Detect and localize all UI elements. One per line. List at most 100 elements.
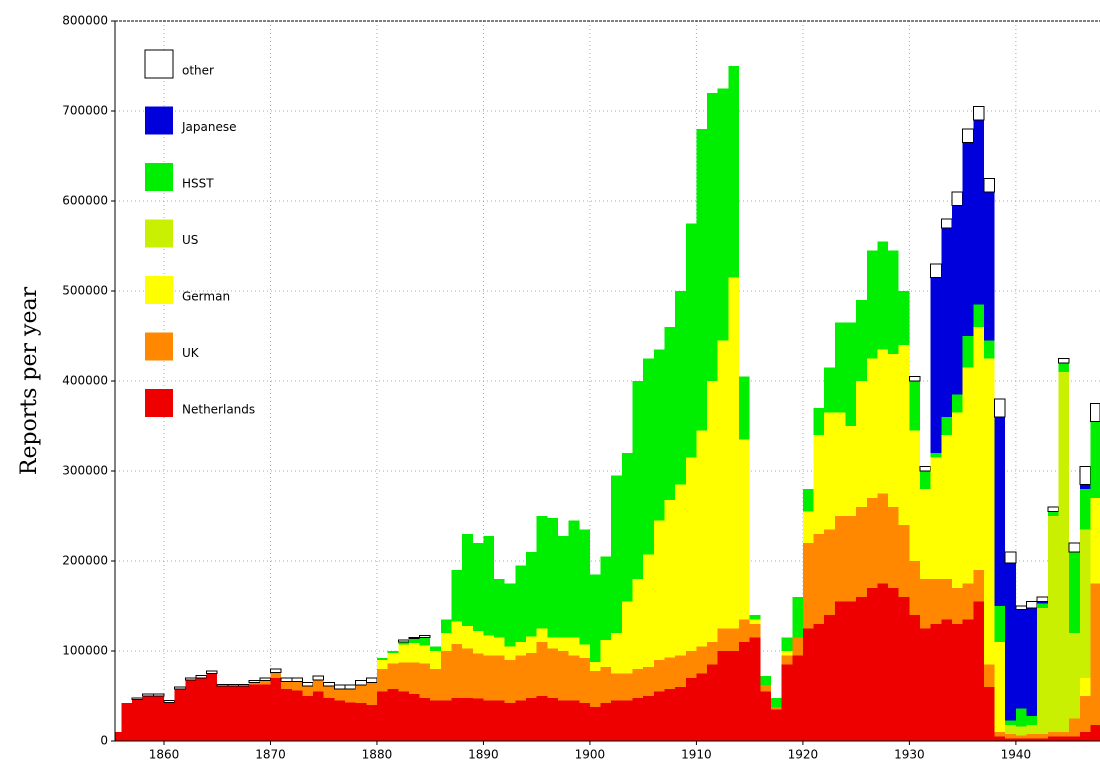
- bar-segment: [675, 655, 686, 687]
- bar-segment: [930, 277, 942, 453]
- bar-segment: [1005, 738, 1016, 741]
- bar-segment: [685, 678, 697, 741]
- bar-segment: [376, 660, 388, 669]
- bar-segment: [238, 686, 250, 741]
- y-tick-label: 700000: [62, 104, 108, 118]
- bar-segment: [707, 642, 718, 665]
- bar-segment: [515, 655, 527, 701]
- bar-segment: [440, 619, 452, 633]
- bar-segment: [440, 700, 452, 741]
- bar-segment: [1005, 720, 1016, 725]
- bar-segment: [408, 638, 420, 643]
- bar-segment: [387, 651, 399, 653]
- bar-segment: [600, 667, 612, 704]
- bar-segment: [398, 642, 409, 645]
- bar-segment: [1037, 603, 1048, 608]
- bar-segment: [547, 517, 558, 638]
- bar-segment: [664, 327, 676, 500]
- bar-segment: [1015, 738, 1027, 741]
- bar-segment: [536, 696, 548, 741]
- bar-segment: [994, 606, 1006, 642]
- bar-segment: [579, 658, 590, 704]
- bar-segment: [323, 697, 335, 741]
- bar-segment: [908, 376, 921, 382]
- bar-segment: [973, 570, 984, 602]
- legend-label: German: [182, 290, 230, 304]
- bar-segment: [941, 417, 952, 435]
- bar-segment: [941, 435, 952, 579]
- bar-segment: [184, 677, 197, 681]
- y-tick-label: 300000: [62, 464, 108, 478]
- bar-segment: [152, 693, 165, 697]
- bar-segment: [962, 619, 974, 741]
- bar-segment: [462, 534, 473, 626]
- legend-swatch: [145, 163, 173, 191]
- bar-segment: [611, 673, 622, 701]
- bar-segment: [940, 218, 953, 229]
- bar-segment: [227, 686, 239, 741]
- bar-segment: [1047, 516, 1059, 732]
- bar-segment: [813, 408, 825, 435]
- bar-segment: [1090, 498, 1100, 584]
- bar-segment: [792, 637, 803, 656]
- bar-segment: [781, 637, 793, 651]
- bar-segment: [270, 672, 282, 678]
- bar-segment: [281, 681, 292, 689]
- bar-segment: [994, 736, 1006, 741]
- y-tick-label: 600000: [62, 194, 108, 208]
- bar-segment: [632, 381, 644, 579]
- bar-segment: [142, 693, 154, 697]
- bar-segment: [526, 697, 537, 741]
- bar-segment: [951, 191, 964, 206]
- bar-segment: [653, 520, 665, 660]
- bar-segment: [802, 543, 814, 629]
- bar-segment: [302, 696, 314, 741]
- bar-segment: [313, 691, 324, 741]
- bar-segment: [419, 645, 431, 664]
- bar-segment: [770, 697, 782, 707]
- bar-segment: [366, 682, 377, 705]
- bar-segment: [472, 698, 484, 741]
- bar-segment: [1047, 736, 1059, 741]
- bar-segment: [174, 688, 186, 741]
- legend-label: other: [182, 64, 214, 78]
- bar-segment: [494, 700, 505, 741]
- bar-segment: [1058, 372, 1070, 732]
- bar-segment: [664, 499, 676, 658]
- bar-segment: [643, 554, 654, 668]
- bar-segment: [568, 700, 580, 741]
- bar-segment: [792, 597, 803, 638]
- bar-segment: [973, 120, 984, 305]
- bar-segment: [302, 686, 314, 696]
- legend: other Japanese HSST US German UK Netherlands: [144, 49, 255, 417]
- bar-segment: [972, 106, 985, 121]
- x-tick-label: 1880: [362, 748, 393, 762]
- bar-segment: [1026, 733, 1038, 739]
- bar-segment: [1037, 601, 1048, 604]
- legend-swatch: [145, 276, 173, 304]
- bar-segment: [355, 680, 367, 686]
- bar-segment: [408, 642, 420, 663]
- bar-segment: [1026, 724, 1038, 734]
- bar-segment: [675, 484, 686, 656]
- bar-segment: [365, 677, 378, 683]
- bar-segment: [920, 628, 931, 741]
- bar-segment: [462, 648, 473, 698]
- bar-segment: [163, 700, 176, 703]
- bar-segment: [739, 376, 750, 440]
- axes: 0 100000 200000 300000 400000 500000 600000 700…: [62, 14, 1100, 762]
- bar-segment: [749, 624, 761, 638]
- bar-segment: [1047, 732, 1059, 737]
- bar-segment: [739, 439, 750, 620]
- bar-segment: [973, 327, 984, 570]
- bar-segment: [675, 687, 686, 741]
- bar-segment: [707, 381, 718, 642]
- bar-segment: [920, 489, 931, 579]
- bar-segment: [494, 637, 505, 656]
- bar-segment: [898, 597, 910, 741]
- bar-segment: [259, 684, 271, 741]
- bar-segment: [515, 642, 527, 656]
- bar-segment: [483, 635, 495, 656]
- bar-segment: [1015, 605, 1028, 611]
- bar-segment: [717, 651, 729, 741]
